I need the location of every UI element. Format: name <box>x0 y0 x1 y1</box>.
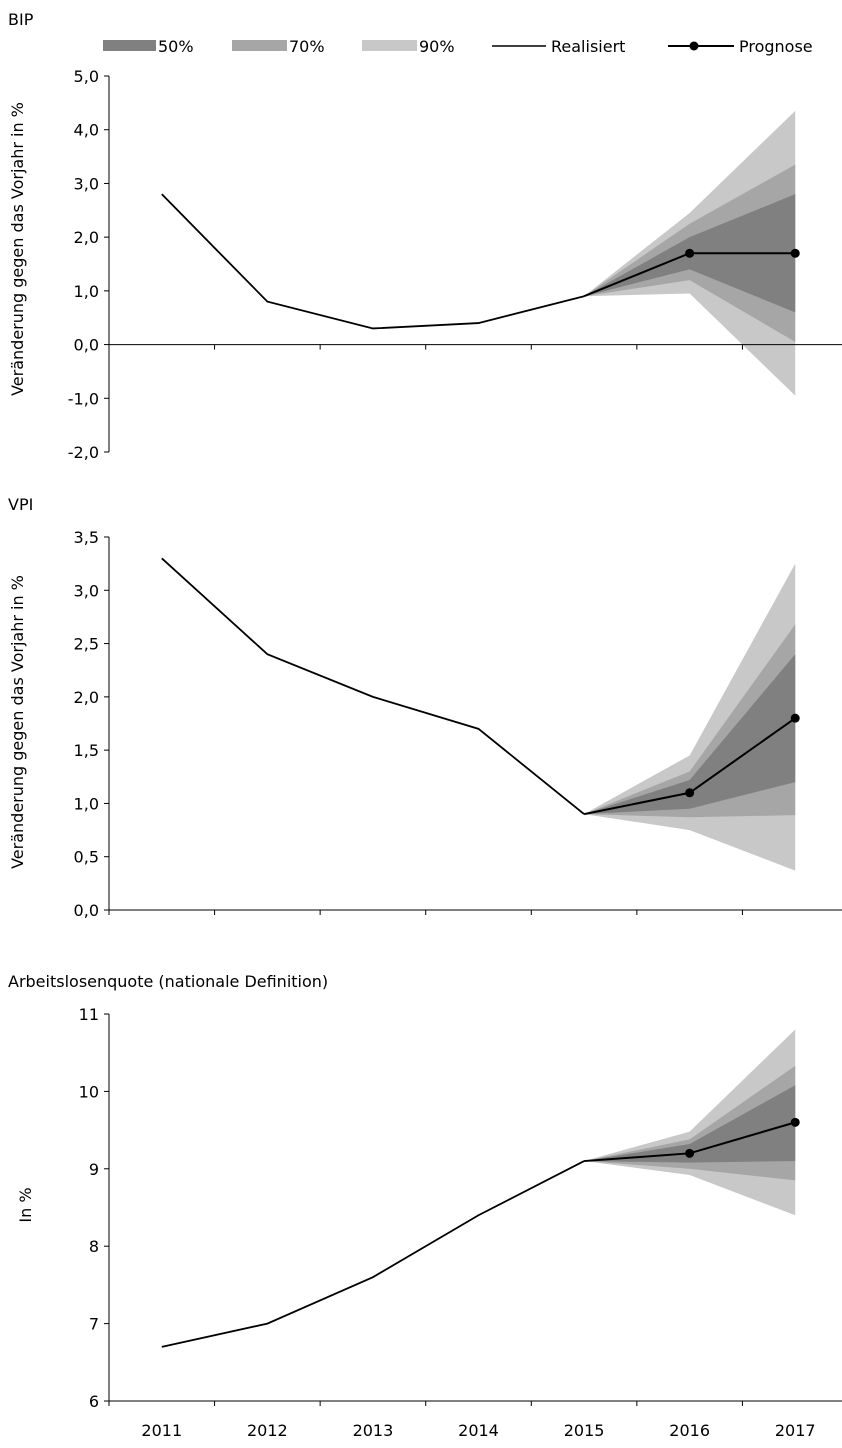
bands-unemployment <box>584 1029 796 1216</box>
forecast-point <box>790 248 800 258</box>
axes-bip: -2,0 -1,0 0,0 1,0 2,0 3,0 4,0 5,0 <box>68 67 842 462</box>
legend-label-70: 70% <box>289 37 325 56</box>
forecast-point <box>685 248 695 258</box>
x-tick-label: 2016 <box>669 1421 710 1440</box>
x-tick-label: 2011 <box>141 1421 182 1440</box>
forecast-point <box>790 713 800 723</box>
legend-label-forecast: Prognose <box>739 37 813 56</box>
forecast-point <box>685 1148 695 1158</box>
axes-unemployment: 6 7 8 9 10 11 <box>79 1005 842 1411</box>
y-tick-label: 5,0 <box>74 67 99 86</box>
y-tick-label: 1,5 <box>74 741 99 760</box>
panel-unemployment: Arbeitslosenquote (nationale Definition)… <box>8 972 842 1440</box>
x-tick-label: 2012 <box>247 1421 288 1440</box>
y-tick-label: 3,5 <box>74 528 99 547</box>
forecast-point <box>790 1117 800 1127</box>
panel-title-unemployment: Arbeitslosenquote (nationale Definition) <box>8 972 328 991</box>
y-tick-label: 10 <box>79 1082 99 1101</box>
y-tick-label: 7 <box>89 1315 99 1334</box>
y-tick-label: -1,0 <box>68 389 99 408</box>
panel-vpi: VPI Veränderung gegen das Vorjahr in % 0… <box>8 495 842 920</box>
x-tick-label: 2013 <box>353 1421 394 1440</box>
bands-vpi <box>584 563 796 871</box>
panel-title-bip: BIP <box>8 10 34 29</box>
x-tick-label: 2014 <box>458 1421 499 1440</box>
y-axis-label-bip: Veränderung gegen das Vorjahr in % <box>8 102 27 396</box>
legend-swatch-50 <box>103 40 156 51</box>
band-50-unemployment <box>584 1085 796 1163</box>
y-axis-label-vpi: Veränderung gegen das Vorjahr in % <box>8 575 27 869</box>
lines-unemployment <box>161 1117 800 1348</box>
y-tick-label: 3,0 <box>74 174 99 193</box>
y-tick-label: 2,0 <box>74 228 99 247</box>
forecast-point <box>685 788 695 798</box>
y-tick-label: 0,5 <box>74 848 99 867</box>
y-tick-label: 3,0 <box>74 581 99 600</box>
legend-marker-forecast <box>689 41 699 51</box>
panel-bip: BIP Veränderung gegen das Vorjahr in % -… <box>8 10 842 462</box>
y-tick-label: 1,0 <box>74 794 99 813</box>
legend-swatch-70 <box>232 40 287 51</box>
y-tick-label: -2,0 <box>68 443 99 462</box>
lines-vpi <box>161 557 800 816</box>
axes-vpi: 0,0 0,5 1,0 1,5 2,0 2,5 3,0 3,5 <box>74 528 842 920</box>
y-tick-label: 9 <box>89 1160 99 1179</box>
y-tick-label: 1,0 <box>74 282 99 301</box>
band-50-vpi <box>584 654 796 815</box>
y-axis-label-unemployment: In % <box>16 1187 35 1222</box>
y-tick-label: 4,0 <box>74 121 99 140</box>
legend-label-50: 50% <box>158 37 194 56</box>
y-tick-label: 2,5 <box>74 635 99 654</box>
y-tick-label: 8 <box>89 1237 99 1256</box>
panel-title-vpi: VPI <box>8 495 33 514</box>
y-tick-label: 2,0 <box>74 688 99 707</box>
y-tick-label: 0,0 <box>74 336 99 355</box>
series-realized-vpi <box>161 557 585 815</box>
y-tick-label: 11 <box>79 1005 99 1024</box>
y-tick-label: 0,0 <box>74 901 99 920</box>
series-realized-bip <box>161 193 585 330</box>
x-tick-label: 2015 <box>564 1421 605 1440</box>
lines-bip <box>161 193 800 330</box>
series-realized-unemployment <box>161 1160 585 1348</box>
legend-swatch-90 <box>362 40 417 51</box>
x-tick-label: 2017 <box>775 1421 816 1440</box>
legend: 50% 70% 90% Realisiert Prognose <box>103 37 813 56</box>
y-tick-label: 6 <box>89 1392 99 1411</box>
legend-label-realized: Realisiert <box>551 37 625 56</box>
x-tick-labels: 2011 2012 2013 2014 2015 2016 2017 <box>141 1421 815 1440</box>
legend-label-90: 90% <box>419 37 455 56</box>
